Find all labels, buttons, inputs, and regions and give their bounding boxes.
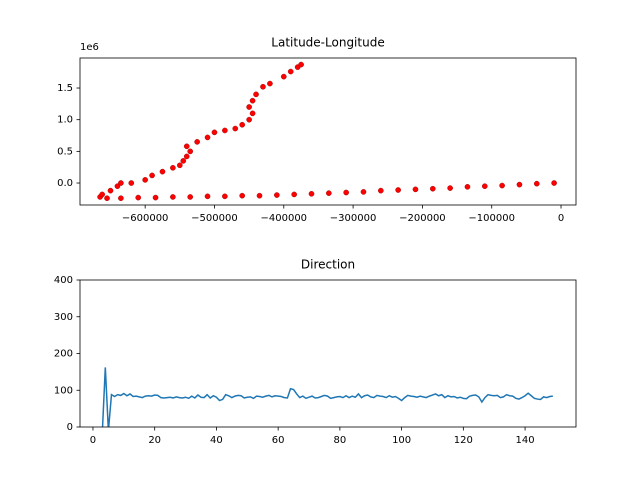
point (194, 139, 200, 145)
point (343, 189, 349, 196)
point (249, 97, 256, 104)
y-offset-text: 1e6 (80, 42, 99, 53)
x-tick-label: 100 (392, 435, 411, 446)
point (267, 80, 273, 87)
point (142, 177, 148, 183)
point (204, 193, 211, 200)
point (118, 195, 124, 202)
point (239, 121, 245, 128)
point (298, 61, 304, 68)
point (249, 110, 256, 117)
axes-frame (79, 57, 577, 206)
y-tick-label: 0.0 (57, 178, 73, 189)
point (253, 91, 259, 98)
point (170, 194, 176, 200)
y-tick-label: 200 (54, 349, 73, 360)
point (551, 180, 557, 186)
point (239, 192, 245, 199)
point (222, 127, 228, 134)
point (291, 191, 297, 198)
point (260, 83, 266, 90)
point (430, 185, 436, 192)
y-tick-label: 1.0 (57, 115, 73, 126)
point (177, 162, 183, 169)
point (464, 184, 471, 190)
point (187, 194, 194, 200)
y-tick-label: 100 (54, 385, 73, 396)
plot-area (101, 367, 553, 427)
y-tick-label: 1.5 (57, 83, 73, 94)
point (135, 194, 142, 201)
point (128, 180, 135, 186)
x-tick-label: 120 (454, 435, 473, 446)
x-tick-label: −400000 (260, 213, 307, 224)
point (481, 183, 488, 189)
x-tick-label: 60 (272, 435, 285, 446)
chart-title: Direction (301, 258, 355, 272)
x-tick-label: −500000 (191, 213, 238, 224)
point (287, 68, 294, 75)
point (360, 189, 367, 195)
point (232, 125, 239, 132)
point (516, 181, 523, 188)
point (280, 73, 287, 80)
y-tick-label: 0 (67, 422, 73, 433)
point (246, 116, 252, 123)
point (118, 180, 124, 186)
point (170, 165, 176, 171)
x-tick-label: −100000 (468, 213, 515, 224)
point (447, 185, 453, 191)
point (187, 148, 194, 155)
data-line (101, 367, 553, 427)
point (274, 192, 280, 198)
x-tick-label: −600000 (122, 213, 169, 224)
point (222, 193, 228, 200)
point (183, 143, 190, 150)
point (412, 186, 419, 193)
point (180, 158, 187, 164)
plot-area (97, 61, 557, 202)
point (99, 191, 105, 198)
point (308, 190, 315, 197)
x-tick-label: 0 (90, 435, 96, 446)
point (107, 187, 114, 194)
y-tick-label: 400 (54, 275, 73, 286)
point (159, 168, 166, 175)
point (246, 104, 252, 110)
x-tick-label: 40 (210, 435, 223, 446)
point (204, 134, 211, 141)
y-tick-label: 0.5 (57, 146, 73, 157)
point (149, 172, 155, 179)
point (326, 190, 332, 196)
point (395, 187, 401, 193)
x-tick-label: 140 (516, 435, 535, 446)
x-tick-label: −200000 (399, 213, 446, 224)
x-tick-label: 20 (148, 435, 161, 446)
point (104, 195, 110, 202)
x-tick-label: 80 (334, 435, 347, 446)
point (378, 187, 384, 194)
point (211, 129, 218, 136)
point (183, 153, 190, 160)
point (114, 183, 121, 189)
x-tick-label: −300000 (330, 213, 377, 224)
chart-title: Latitude-Longitude (271, 36, 384, 50)
point (256, 192, 263, 199)
point (152, 194, 159, 201)
x-tick-label: 0 (558, 213, 564, 224)
y-tick-label: 300 (54, 312, 73, 323)
point (499, 182, 505, 189)
point (533, 180, 540, 187)
